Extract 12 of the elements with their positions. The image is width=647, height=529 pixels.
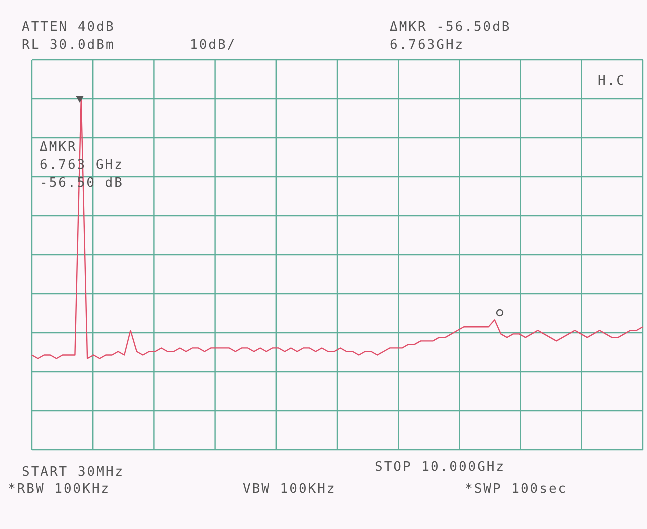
annotation: ΔMKR	[40, 140, 78, 155]
text: *RBW 100KHz	[8, 482, 111, 497]
text: 6.763GHz	[390, 38, 465, 53]
text: RL 30.0dBm	[22, 38, 116, 53]
text: 10dB/	[190, 38, 237, 53]
text: ΔMKR -56.50dB	[390, 20, 512, 35]
text: VBW 100KHz	[243, 482, 336, 497]
text: ATTEN 40dB	[22, 20, 116, 35]
text: *SWP 100sec	[465, 482, 568, 497]
text: STOP 10.000GHz	[375, 460, 506, 475]
text: START 30MHz	[22, 465, 125, 480]
text: H.C	[598, 74, 626, 89]
